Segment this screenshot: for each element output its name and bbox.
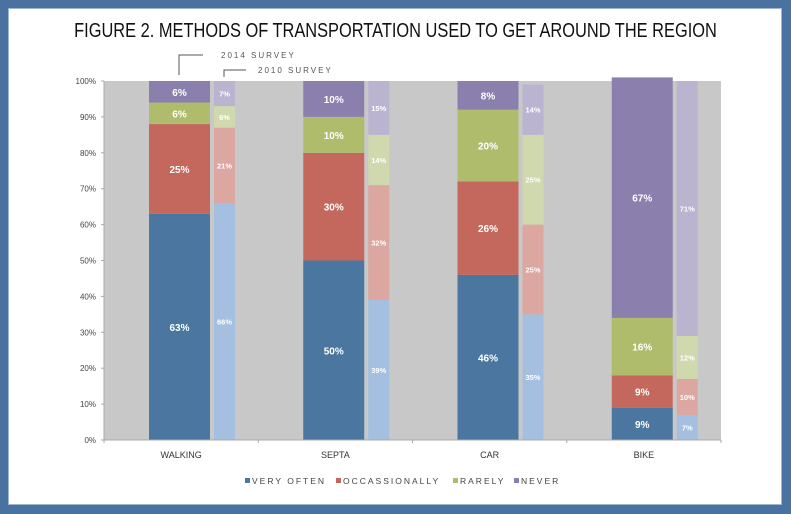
data-label-2014: 8% <box>481 91 496 102</box>
bar-2014-walking-rarely <box>149 102 210 125</box>
data-label-2014: 10% <box>324 131 344 142</box>
annotation-2014-survey: 2014 SURVEY <box>221 51 296 60</box>
y-tick-label: 60% <box>80 221 96 230</box>
x-tick-label: SEPTA <box>321 450 350 460</box>
data-label-2014: 6% <box>172 109 187 120</box>
bar-2014-bike-rarely <box>611 317 673 376</box>
bar-2014-septa-rarely <box>303 116 365 153</box>
legend-swatch-rarely <box>453 478 458 483</box>
bar-2014-septa-occassionally <box>303 152 365 261</box>
data-label-2010: 39% <box>371 366 386 375</box>
bar-2014-walking-very-often <box>149 213 210 440</box>
y-tick-label: 80% <box>80 149 96 158</box>
bar-2014-bike-occassionally <box>611 375 673 408</box>
bar-2014-septa-very-often <box>303 260 365 440</box>
data-label-2010: 12% <box>680 353 695 362</box>
x-tick-label: WALKING <box>161 450 202 460</box>
data-label-2014: 16% <box>632 343 652 354</box>
y-tick-label: 20% <box>80 364 96 373</box>
data-label-2010: 14% <box>371 156 386 165</box>
data-label-2010: 7% <box>682 423 693 432</box>
data-label-2014: 9% <box>635 388 650 399</box>
legend-label: VERY OFTEN <box>252 476 326 486</box>
data-label-2010: 21% <box>217 161 232 170</box>
bar-2014-bike-never <box>611 77 673 318</box>
bar-2010-septa-very-often <box>368 299 390 440</box>
y-tick-label: 70% <box>80 185 96 194</box>
bar-2014-bike-very-often <box>611 407 673 440</box>
annotation-bracket-2014 <box>178 54 203 75</box>
legend-label: OCCASSIONALLY <box>343 476 440 486</box>
bar-2014-car-very-often <box>457 274 519 440</box>
bar-2010-bike-very-often <box>676 414 698 440</box>
y-tick-label: 0% <box>84 436 96 445</box>
data-label-2014: 26% <box>478 224 498 235</box>
chart-title: FIGURE 2. METHODS OF TRANSPORTATION USED… <box>74 20 717 42</box>
bar-2014-car-never <box>457 81 519 110</box>
bar-2010-car-very-often <box>522 314 544 440</box>
bar-2010-car-rarely <box>522 134 544 225</box>
data-label-2014: 10% <box>324 95 344 106</box>
y-tick-label: 90% <box>80 113 96 122</box>
data-label-2014: 63% <box>169 323 189 334</box>
data-label-2010: 71% <box>680 204 695 213</box>
bar-2010-walking-occassionally <box>214 127 235 204</box>
legend-label: NEVER <box>521 476 560 486</box>
legend-label: RARELY <box>460 476 505 486</box>
bar-2014-car-rarely <box>457 109 519 182</box>
y-tick-label: 50% <box>80 257 96 266</box>
data-label-2014: 25% <box>169 165 189 176</box>
data-label-2010: 7% <box>219 90 230 99</box>
y-tick-label: 10% <box>80 400 96 409</box>
data-label-2010: 25% <box>525 265 540 274</box>
bar-2010-walking-never <box>214 81 235 107</box>
data-label-2010: 14% <box>525 106 540 115</box>
x-tick-label: BIKE <box>634 450 655 460</box>
y-tick-label: 100% <box>76 77 96 86</box>
bar-2014-walking-occassionally <box>149 124 210 214</box>
bar-2010-septa-never <box>368 81 390 135</box>
y-tick-label: 40% <box>80 292 96 301</box>
data-label-2010: 66% <box>217 318 232 327</box>
data-label-2010: 25% <box>525 176 540 185</box>
x-tick-label: CAR <box>480 450 500 460</box>
y-tick-label: 30% <box>80 328 96 337</box>
data-label-2014: 6% <box>172 88 187 99</box>
bar-2010-car-occassionally <box>522 224 544 315</box>
bar-2010-bike-never <box>676 81 698 336</box>
data-label-2014: 50% <box>324 346 344 357</box>
bar-2014-septa-never <box>303 81 365 117</box>
data-label-2010: 6% <box>219 113 230 122</box>
annotation-2010-survey: 2010 SURVEY <box>258 66 333 75</box>
data-label-2010: 32% <box>371 239 386 248</box>
annotation-bracket-2010 <box>223 69 246 77</box>
data-label-2014: 20% <box>478 142 498 153</box>
bar-2010-septa-rarely <box>368 134 390 186</box>
bar-2010-septa-occassionally <box>368 185 390 300</box>
data-label-2014: 30% <box>324 203 344 214</box>
bar-2014-walking-never <box>149 81 210 103</box>
legend-swatch-very-often <box>245 478 250 483</box>
data-label-2010: 35% <box>525 373 540 382</box>
legend-swatch-occassionally <box>336 478 341 483</box>
bar-2010-walking-rarely <box>214 106 235 128</box>
legend-swatch-never <box>514 478 519 483</box>
data-label-2010: 10% <box>680 393 695 402</box>
bar-2014-car-occassionally <box>457 181 519 275</box>
data-label-2014: 46% <box>478 353 498 364</box>
bar-2010-bike-rarely <box>676 335 698 379</box>
bar-2010-bike-occassionally <box>676 378 698 415</box>
bar-2010-car-never <box>522 84 544 135</box>
data-label-2010: 15% <box>371 104 386 113</box>
data-label-2014: 9% <box>635 420 650 431</box>
bar-2010-walking-very-often <box>214 203 235 440</box>
data-label-2014: 67% <box>632 194 652 205</box>
